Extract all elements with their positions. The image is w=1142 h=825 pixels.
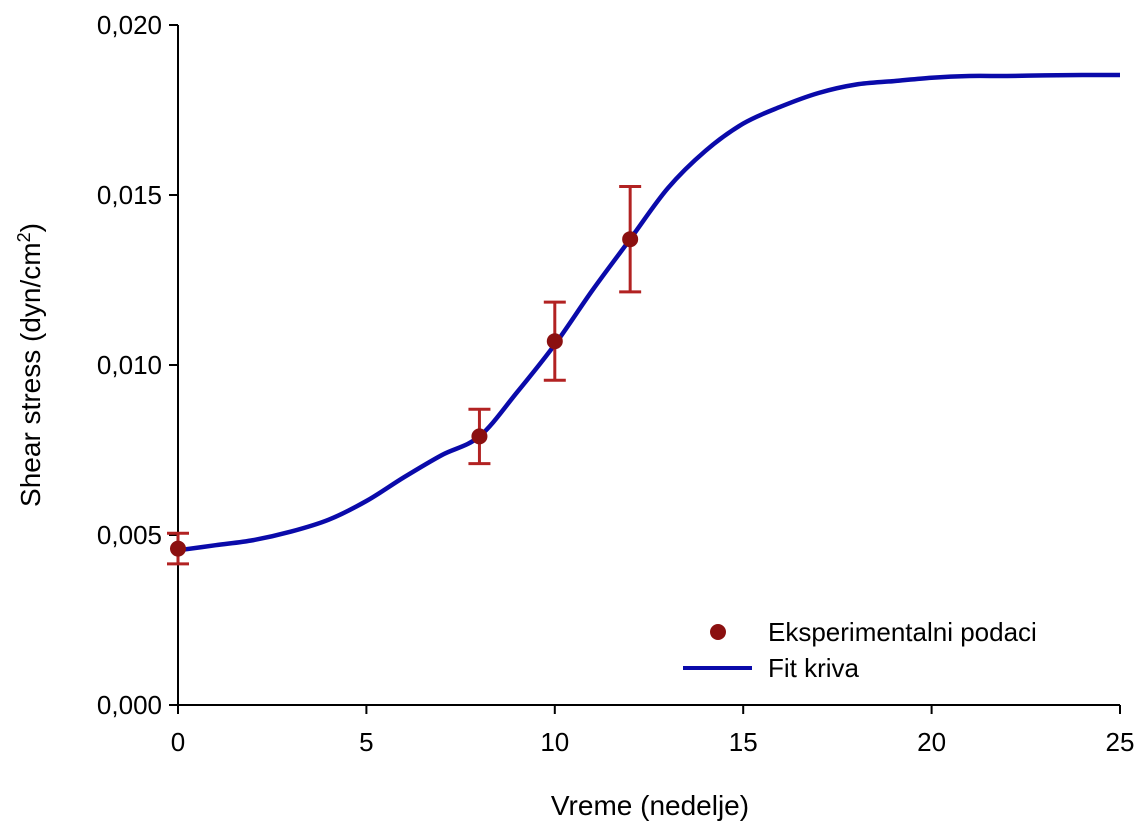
x-axis-ticks: 0 5 10 15 20 25 — [171, 705, 1135, 757]
x-axis-title: Vreme (nedelje) — [551, 790, 749, 821]
y-axis-title-main: Shear stress (dyn/cm — [15, 242, 46, 507]
legend-label-points: Eksperimentalni podaci — [768, 617, 1037, 647]
x-tick-label: 0 — [171, 727, 185, 757]
y-tick-label: 0,000 — [97, 690, 162, 720]
error-bars — [167, 185, 642, 566]
y-axis-ticks: 0,000 0,005 0,010 0,015 0,020 — [97, 10, 178, 720]
legend: Eksperimentalni podaci Fit kriva — [683, 617, 1037, 683]
data-point — [170, 540, 186, 557]
fit-curve — [177, 72, 1121, 553]
x-tick-label: 25 — [1106, 727, 1135, 757]
legend-marker-points — [710, 624, 726, 640]
data-point — [546, 333, 563, 350]
plot-frame — [177, 25, 1120, 706]
data-point — [622, 231, 639, 248]
y-tick-label: 0,015 — [97, 180, 162, 210]
y-tick-label: 0,020 — [97, 10, 162, 40]
x-tick-label: 5 — [359, 727, 373, 757]
data-points — [170, 231, 639, 557]
x-tick-label: 20 — [917, 727, 946, 757]
y-axis-title-suffix: ) — [15, 223, 46, 232]
fit-curve-series — [177, 72, 1121, 553]
data-point — [471, 428, 488, 445]
y-tick-label: 0,005 — [97, 520, 162, 550]
x-tick-label: 15 — [729, 727, 758, 757]
y-axis-title-superscript: 2 — [14, 232, 34, 242]
y-axis-title: Shear stress (dyn/cm2) — [14, 223, 46, 507]
x-tick-label: 10 — [540, 727, 569, 757]
legend-label-line: Fit kriva — [768, 653, 860, 683]
y-tick-label: 0,010 — [97, 350, 162, 380]
